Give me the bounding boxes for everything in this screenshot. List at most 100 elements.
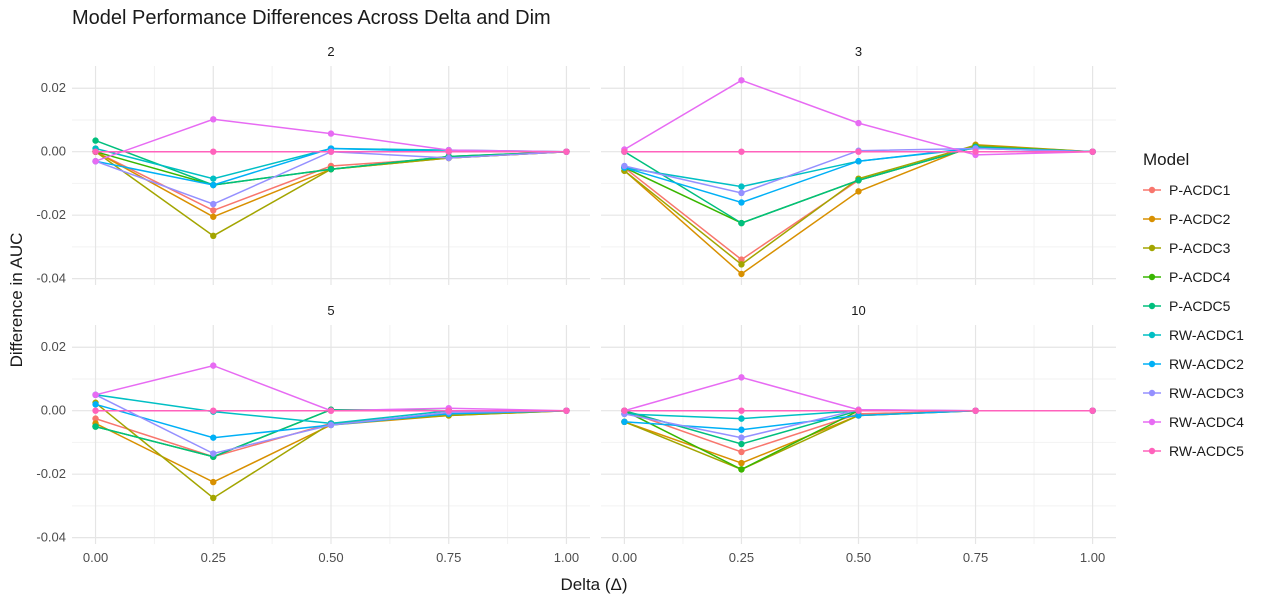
- data-point-rw-acdc2: [738, 426, 745, 433]
- data-point-rw-acdc3: [445, 154, 452, 162]
- legend-item-p-acdc2: P-ACDC2: [1143, 211, 1231, 227]
- data-point-p-acdc2: [855, 188, 862, 195]
- legend-key-point: [1148, 389, 1156, 397]
- data-point-rw-acdc1: [738, 183, 745, 190]
- legend-item-p-acdc5: P-ACDC5: [1143, 298, 1231, 314]
- data-point-rw-acdc4: [327, 130, 335, 137]
- data-point-p-acdc5: [738, 440, 745, 448]
- legend-item-rw-acdc2: RW-ACDC2: [1143, 356, 1244, 372]
- data-point-rw-acdc2: [210, 434, 217, 441]
- data-point-rw-acdc5: [855, 148, 862, 155]
- legend-item-rw-acdc3: RW-ACDC3: [1143, 385, 1244, 401]
- legend: P-ACDC1 P-ACDC2 P-ACDC3 P-ACDC4 P-ACDC5 RW-AC…: [1143, 182, 1244, 459]
- data-point-rw-acdc5: [210, 407, 217, 414]
- legend-item-p-acdc4: P-ACDC4: [1143, 269, 1231, 285]
- data-point-p-acdc1: [92, 415, 99, 422]
- data-point-p-acdc1: [738, 448, 745, 456]
- legend-item-p-acdc3: P-ACDC3: [1143, 240, 1231, 256]
- data-point-rw-acdc5: [327, 148, 335, 155]
- panels-group: 2 0.02 0.00 -0.02 -0.04 3 5 0.02 0.00 -0.02 -0.04 0…: [36, 44, 1116, 565]
- data-point-rw-acdc5: [92, 148, 99, 155]
- data-point-p-acdc4: [738, 466, 745, 473]
- x-tick-label: 0.25: [201, 550, 226, 565]
- data-point-p-acdc5: [327, 165, 335, 173]
- data-point-rw-acdc4: [738, 374, 745, 381]
- chart-title: Model Performance Differences Across Del…: [72, 7, 551, 29]
- x-tick-label: 0.75: [436, 550, 461, 565]
- data-point-rw-acdc5: [445, 148, 452, 155]
- data-point-rw-acdc5: [210, 148, 217, 155]
- data-point-rw-acdc5: [621, 148, 628, 155]
- facet-strip-label: 5: [327, 303, 334, 318]
- data-point-rw-acdc5: [972, 407, 979, 414]
- data-point-p-acdc2: [738, 459, 745, 467]
- legend-item-rw-acdc1: RW-ACDC1: [1143, 327, 1244, 343]
- legend-key-point: [1148, 215, 1156, 223]
- legend-key-point: [1148, 273, 1156, 281]
- y-tick-label: 0.00: [41, 144, 66, 159]
- y-tick-label: 0.02: [41, 339, 66, 354]
- y-tick-label: 0.00: [41, 403, 66, 418]
- data-point-rw-acdc3: [738, 189, 745, 197]
- legend-item-rw-acdc5: RW-ACDC5: [1143, 443, 1244, 459]
- x-tick-label: 0.00: [612, 550, 637, 565]
- data-point-rw-acdc5: [563, 407, 570, 414]
- data-point-p-acdc5: [738, 219, 745, 227]
- data-point-p-acdc5: [92, 423, 99, 430]
- data-point-rw-acdc5: [738, 407, 745, 414]
- data-point-rw-acdc4: [738, 77, 745, 84]
- data-point-p-acdc1: [210, 207, 217, 214]
- data-point-rw-acdc2: [621, 418, 628, 426]
- data-point-rw-acdc4: [210, 116, 217, 123]
- data-point-rw-acdc2: [92, 401, 99, 408]
- facet-strip-label: 10: [851, 303, 865, 318]
- data-point-rw-acdc5: [92, 407, 99, 414]
- legend-key-point: [1148, 331, 1156, 339]
- data-point-rw-acdc1: [738, 415, 745, 422]
- data-point-rw-acdc2: [210, 181, 217, 189]
- legend-label: P-ACDC2: [1169, 211, 1231, 227]
- data-point-p-acdc3: [738, 261, 745, 268]
- x-tick-label: 0.50: [846, 550, 871, 565]
- facet-strip-label: 3: [855, 44, 862, 59]
- x-tick-label: 1.00: [1080, 550, 1105, 565]
- facet-strip-label: 2: [327, 44, 334, 59]
- x-tick-label: 0.50: [318, 550, 343, 565]
- y-tick-label: -0.04: [36, 530, 66, 545]
- legend-key-point: [1148, 186, 1156, 194]
- facet-panel-5: 5 0.02 0.00 -0.02 -0.04 0.00 0.25 0.50 0.75 1.00: [36, 303, 590, 565]
- facet-panel-2: 2 0.02 0.00 -0.02 -0.04: [36, 44, 590, 286]
- x-tick-label: 0.00: [83, 550, 108, 565]
- legend-title: Model: [1143, 150, 1189, 169]
- data-point-rw-acdc3: [210, 200, 217, 208]
- legend-key-point: [1148, 302, 1156, 310]
- data-point-rw-acdc3: [327, 421, 335, 429]
- data-point-rw-acdc3: [210, 450, 217, 457]
- data-point-rw-acdc5: [563, 148, 570, 155]
- data-point-rw-acdc4: [210, 362, 217, 369]
- data-point-rw-acdc5: [621, 407, 628, 414]
- legend-label: RW-ACDC4: [1169, 414, 1244, 430]
- legend-key-point: [1148, 360, 1156, 368]
- legend-label: RW-ACDC3: [1169, 385, 1244, 401]
- x-tick-label: 0.25: [729, 550, 754, 565]
- data-point-rw-acdc5: [855, 407, 862, 414]
- legend-key-point: [1148, 244, 1156, 252]
- y-axis-title: Difference in AUC: [7, 233, 26, 368]
- legend-item-p-acdc1: P-ACDC1: [1143, 182, 1231, 198]
- data-point-rw-acdc2: [855, 412, 862, 419]
- data-point-p-acdc3: [210, 494, 217, 502]
- data-point-rw-acdc2: [738, 199, 745, 206]
- data-point-rw-acdc5: [738, 148, 745, 155]
- legend-label: P-ACDC1: [1169, 182, 1231, 198]
- data-point-rw-acdc4: [92, 391, 99, 399]
- facet-panel-3: 3: [601, 44, 1116, 285]
- data-point-p-acdc2: [210, 478, 217, 486]
- data-point-rw-acdc1: [210, 175, 217, 182]
- legend-label: RW-ACDC5: [1169, 443, 1244, 459]
- data-point-p-acdc5: [92, 137, 99, 144]
- data-point-rw-acdc3: [621, 162, 628, 170]
- facet-panel-10: 10 0.00 0.25 0.50 0.75 1.00: [601, 303, 1116, 565]
